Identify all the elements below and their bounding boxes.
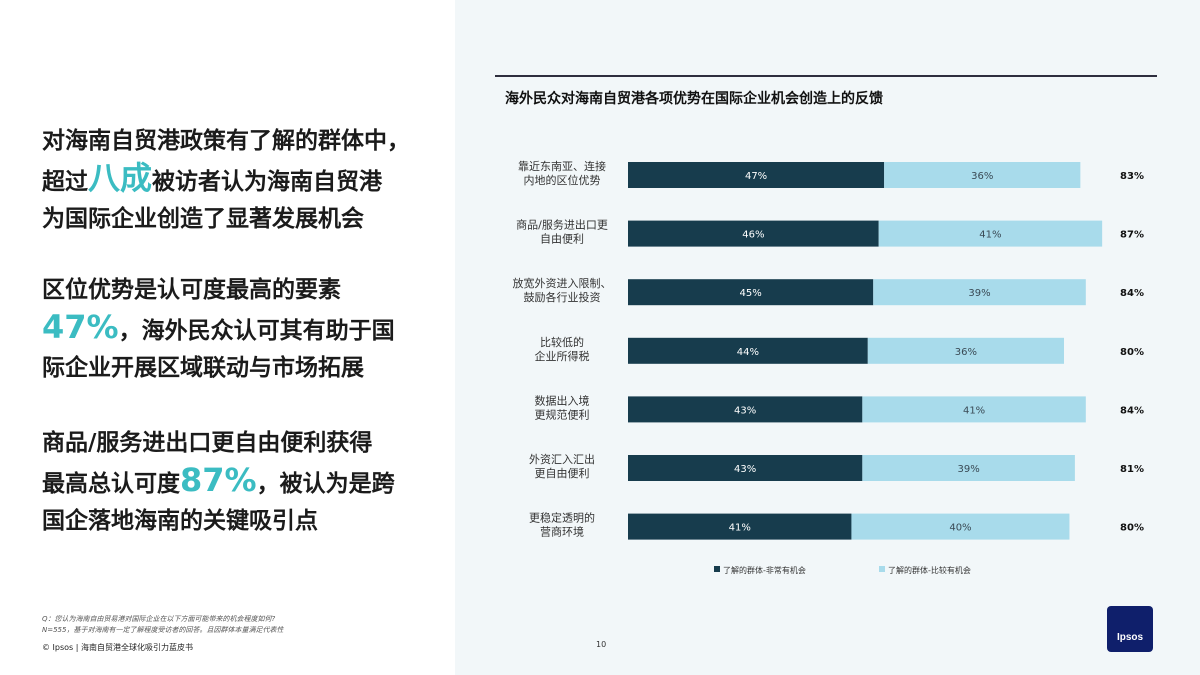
data-label-very-likely: 43% (734, 405, 756, 416)
category-label: 靠近东南亚、连接 (518, 159, 606, 173)
total-label: 84% (1120, 405, 1144, 416)
total-label: 81% (1120, 464, 1144, 475)
legend-swatch-somewhat-likely (879, 566, 885, 572)
bar-very-likely (628, 220, 879, 247)
total-label: 80% (1120, 347, 1144, 358)
p1-line3: 为国际企业创造了显著发展机会 (42, 206, 364, 232)
footnote-sample: N=555，基于对海南有一定了解程度受访者的回答。且因群体本量满足代表性 (42, 626, 284, 634)
bar-very-likely (628, 455, 863, 481)
bar-very-likely (628, 337, 868, 364)
data-label-somewhat-likely: 41% (979, 230, 1001, 241)
bar-very-likely (628, 162, 885, 188)
total-label: 84% (1120, 288, 1144, 299)
category-label: 营商环境 (540, 525, 584, 539)
chart-title: 海外民众对海南自贸港各项优势在国际企业机会创造上的反馈 (505, 91, 883, 107)
bar-very-likely (628, 279, 874, 306)
category-label: 放宽外资进入限制、 (513, 276, 612, 290)
p1-pre: 超过 (42, 169, 88, 195)
total-label: 83% (1120, 171, 1144, 182)
bar-somewhat-likely (862, 455, 1075, 481)
p2-line2: 47%，海外民众认可其有助于国 (42, 309, 442, 350)
p1-highlight: 八成 (88, 159, 153, 197)
logo-text: Ipsos (1116, 632, 1144, 643)
title-rule (495, 75, 1157, 77)
bar-somewhat-likely (867, 337, 1064, 364)
category-label: 外资汇入汇出 (529, 452, 595, 466)
p2-post: ，海外民众认可其有助于国 (118, 318, 395, 344)
p3-line2: 最高总认可度87%，被认为是跨 (42, 462, 442, 503)
bar-very-likely (628, 396, 863, 423)
data-label-somewhat-likely: 36% (971, 171, 993, 182)
category-label: 更规范便利 (535, 407, 590, 421)
p3-line3: 国企落地海南的关键吸引点 (42, 508, 318, 534)
category-label: 更稳定透明的 (529, 511, 595, 525)
p3-pre: 最高总认可度 (42, 471, 180, 497)
page-number: 10 (596, 640, 607, 649)
highlight-paragraph-3: 商品/服务进出口更自由便利获得 最高总认可度87%，被认为是跨 国企落地海南的关… (42, 425, 442, 540)
data-label-somewhat-likely: 39% (958, 464, 980, 475)
data-label-very-likely: 47% (745, 171, 767, 182)
p3-highlight: 87% (180, 461, 257, 499)
left-panel: 对海南自贸港政策有了解的群体中， 超过八成被访者认为海南自贸港 为国际企业创造了… (0, 0, 455, 675)
bar-somewhat-likely (878, 220, 1103, 247)
category-label: 数据出入境 (535, 393, 590, 407)
data-label-very-likely: 46% (742, 230, 764, 241)
legend-swatch-very-likely (714, 566, 720, 572)
category-label: 企业所得税 (535, 349, 590, 363)
category-label: 商品/服务进出口更 (516, 218, 608, 232)
category-label: 自由便利 (540, 232, 584, 246)
ipsos-logo: Ipsos (1107, 606, 1153, 652)
data-label-somewhat-likely: 41% (963, 405, 985, 416)
footer-copyright: © Ipsos | 海南自贸港全球化吸引力蓝皮书 (42, 643, 193, 652)
bar-somewhat-likely (862, 396, 1086, 423)
data-label-very-likely: 43% (734, 464, 756, 475)
data-label-somewhat-likely: 40% (949, 523, 971, 534)
data-label-very-likely: 45% (740, 288, 762, 299)
total-label: 80% (1120, 523, 1144, 534)
p3-line1: 商品/服务进出口更自由便利获得 (42, 430, 373, 456)
bar-somewhat-likely (873, 279, 1086, 306)
total-label: 87% (1120, 230, 1144, 241)
p3-post: ，被认为是跨 (256, 471, 395, 497)
bar-somewhat-likely (884, 162, 1081, 188)
highlight-paragraph-2: 区位优势是认可度最高的要素 47%，海外民众认可其有助于国 际企业开展区域联动与… (42, 272, 442, 387)
data-label-very-likely: 44% (737, 347, 759, 358)
data-label-very-likely: 41% (729, 523, 751, 534)
data-label-somewhat-likely: 36% (955, 347, 977, 358)
category-label: 更自由便利 (535, 466, 590, 480)
category-label: 内地的区位优势 (524, 173, 601, 187)
p2-line3: 际企业开展区域联动与市场拓展 (42, 355, 364, 381)
footnote-question: Q：您认为海南自由贸易港对国际企业在以下方面可能带来的机会程度如何? (42, 615, 276, 623)
legend-label-very-likely: 了解的群体-非常有机会 (723, 565, 806, 575)
p2-highlight: 47% (42, 308, 119, 346)
p1-post: 被访者认为海南自贸港 (152, 169, 383, 195)
bar-very-likely (628, 513, 852, 540)
bar-somewhat-likely (851, 513, 1070, 540)
highlight-paragraph-1: 对海南自贸港政策有了解的群体中， 超过八成被访者认为海南自贸港 为国际企业创造了… (42, 123, 442, 238)
p1-line1: 对海南自贸港政策有了解的群体中， (42, 128, 410, 154)
p1-line2: 超过八成被访者认为海南自贸港 (42, 160, 442, 201)
category-label: 比较低的 (540, 335, 584, 349)
chart-panel (455, 0, 1200, 675)
category-label: 鼓励各行业投资 (524, 290, 601, 304)
data-label-somewhat-likely: 39% (968, 288, 990, 299)
p2-line1: 区位优势是认可度最高的要素 (42, 277, 341, 303)
legend-label-somewhat-likely: 了解的群体-比较有机会 (888, 565, 971, 575)
